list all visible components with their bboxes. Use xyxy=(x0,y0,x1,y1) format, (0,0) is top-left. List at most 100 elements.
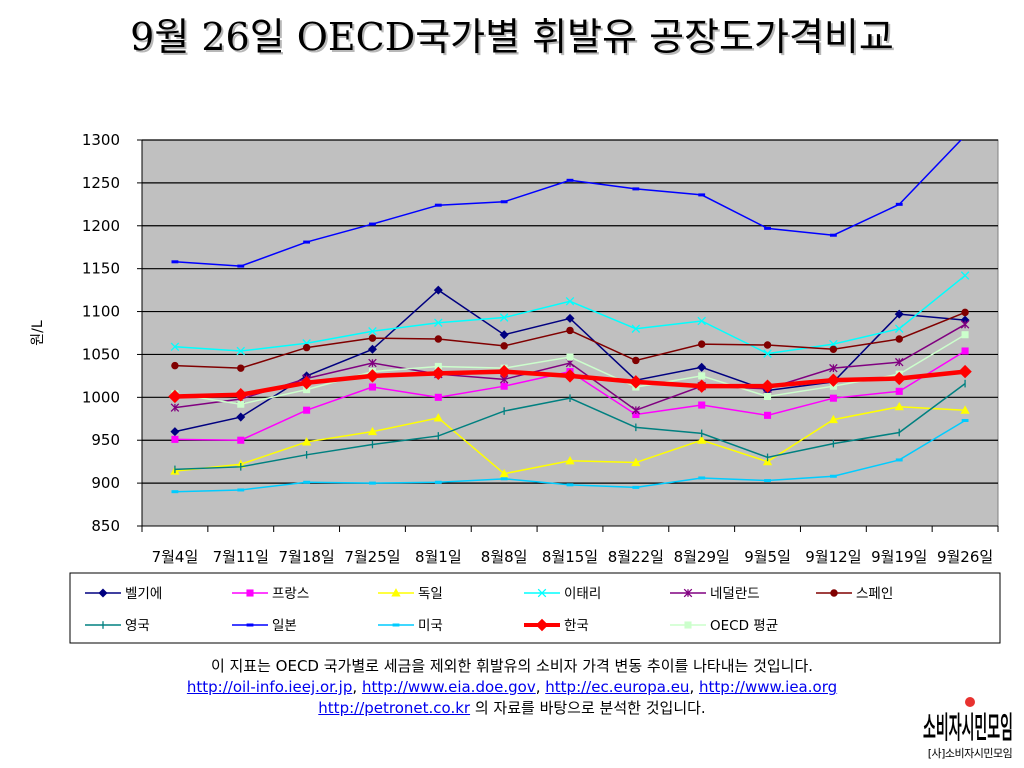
series-8-point xyxy=(566,483,574,487)
x-tick-label: 7월25일 xyxy=(344,548,400,566)
legend-label: OECD 평균 xyxy=(710,618,778,634)
x-tick-label: 8월8일 xyxy=(481,548,528,566)
series-10-point xyxy=(237,400,245,408)
series-layer xyxy=(168,134,972,494)
caption-line-3: http://petronet.co.kr 의 자료를 바탕으로 분석한 것입니… xyxy=(0,698,1024,719)
y-axis: 850 900 950 1000 1050 1100 1150 1200 1250 1300 xyxy=(82,131,143,535)
series-10-point xyxy=(961,331,969,339)
series-2 xyxy=(170,401,970,478)
legend-label: 스페인 xyxy=(856,586,893,602)
link-petronet[interactable]: http://petronet.co.kr xyxy=(318,699,471,717)
series-7-point xyxy=(962,134,969,137)
series-9-point xyxy=(629,375,643,389)
series-1-point xyxy=(237,436,245,444)
legend-label: 한국 xyxy=(564,618,589,634)
link-ieej[interactable]: http://oil-info.ieej.or.jp xyxy=(186,678,353,696)
series-9-point xyxy=(958,364,972,379)
series-9-point xyxy=(694,379,709,393)
series-1-point xyxy=(763,411,772,419)
legend-swatch-point xyxy=(246,589,254,597)
series-2-point xyxy=(301,437,312,446)
series-9-point xyxy=(826,373,841,387)
line-chart: 850 900 950 1000 1050 1100 1150 1200 1250 1300 7월… xyxy=(30,131,1001,644)
series-2-point xyxy=(499,468,509,478)
series-5 xyxy=(171,308,969,372)
series-5-point xyxy=(632,356,640,365)
x-tick-label: 9월12일 xyxy=(805,548,861,566)
series-1-point xyxy=(500,382,508,390)
legend-item: OECD 평균 xyxy=(670,618,778,634)
series-8-point xyxy=(829,474,837,478)
series-0-point xyxy=(697,362,707,372)
series-0-point xyxy=(433,285,443,295)
series-8-point xyxy=(698,476,706,480)
series-7-point xyxy=(764,226,771,230)
series-1-point xyxy=(895,387,903,395)
series-9-point xyxy=(365,369,380,383)
legend-label: 독일 xyxy=(418,586,443,602)
series-0-point xyxy=(170,427,180,437)
legend-swatch-point xyxy=(830,589,838,597)
series-9-point xyxy=(431,366,446,381)
series-10-point xyxy=(763,392,772,401)
series-8 xyxy=(171,418,969,494)
series-2-point xyxy=(565,455,575,465)
series-7-point xyxy=(237,264,245,268)
series-2-point xyxy=(762,456,773,466)
series-8-point xyxy=(237,488,245,492)
series-10-point xyxy=(566,353,574,361)
legend-item: 한국 xyxy=(524,618,589,634)
series-4-point xyxy=(631,405,641,415)
legend-item: 미국 xyxy=(378,618,443,634)
series-5-point xyxy=(237,364,245,372)
series-3-point xyxy=(763,349,772,358)
series-5-point xyxy=(171,361,179,370)
series-9-point xyxy=(299,376,314,390)
y-tick-label: 1150 xyxy=(82,260,120,278)
series-1-point xyxy=(368,383,377,391)
series-7-point xyxy=(303,240,311,244)
series-9-point xyxy=(892,371,906,386)
series-3-point xyxy=(499,313,509,322)
series-1-point xyxy=(171,435,179,443)
series-5-point xyxy=(302,343,311,352)
legend-item: 일본 xyxy=(232,618,297,634)
legend-swatch-point xyxy=(683,588,693,598)
series-6 xyxy=(174,379,966,474)
series-1-point xyxy=(303,406,311,414)
legend-label: 네덜란드 xyxy=(710,586,760,602)
legend-label: 벨기에 xyxy=(125,586,162,602)
series-7-point xyxy=(369,222,376,226)
series-8-point xyxy=(434,480,442,484)
legend-swatch-point xyxy=(684,621,692,629)
link-europa[interactable]: http://ec.europa.eu xyxy=(545,678,690,696)
y-tick-label: 1100 xyxy=(82,303,120,321)
x-tick-label: 9월5일 xyxy=(744,548,791,566)
legend-label: 미국 xyxy=(418,618,443,634)
link-iea[interactable]: http://www.iea.org xyxy=(699,678,838,696)
series-8-point xyxy=(895,458,903,462)
series-5-point xyxy=(763,341,772,349)
y-tick-label: 950 xyxy=(91,431,120,449)
series-8-point xyxy=(369,481,376,485)
series-3-point xyxy=(960,271,970,280)
series-9-point xyxy=(760,379,775,393)
series-8-point xyxy=(764,479,771,483)
legend-item: 스페인 xyxy=(816,586,893,602)
series-7-point xyxy=(171,260,179,264)
logo-caption: [사]소비자시민모임 xyxy=(927,747,1013,760)
series-1-point xyxy=(961,347,969,355)
series-5-point xyxy=(434,335,443,343)
series-2-point xyxy=(894,401,904,411)
x-tick-label: 7월18일 xyxy=(278,548,334,566)
y-axis-label: 원/L xyxy=(30,320,46,346)
series-3-point xyxy=(631,324,641,333)
link-eia[interactable]: http://www.eia.doe.gov xyxy=(361,678,536,696)
y-tick-label: 850 xyxy=(91,517,120,535)
legend-label: 이태리 xyxy=(564,586,601,602)
series-4-point xyxy=(960,320,970,329)
series-7-point xyxy=(434,203,442,207)
series-2-point xyxy=(631,457,641,467)
series-7-point xyxy=(500,200,508,204)
